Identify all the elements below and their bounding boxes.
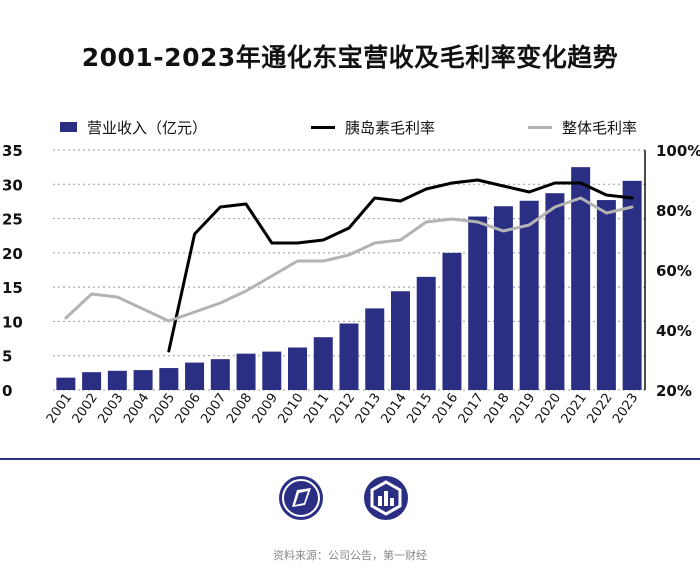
x-tick-label: 2009	[250, 391, 281, 427]
x-tick-label: 2018	[481, 391, 512, 427]
publication-logo-icon	[279, 476, 323, 520]
revenue-bar	[56, 377, 76, 390]
y-left-tick-label: 0	[2, 382, 12, 400]
legend-item-insulin: 胰岛素毛利率	[311, 116, 435, 138]
y-left-tick-label: 25	[2, 211, 23, 229]
x-tick-label: 2012	[327, 391, 358, 427]
x-tick-label: 2010	[276, 391, 307, 427]
legend-label-revenue: 营业收入（亿元）	[87, 118, 208, 137]
revenue-bar	[622, 180, 642, 390]
y-left-tick-label: 15	[2, 279, 23, 297]
revenue-bar	[545, 193, 565, 390]
x-tick-label: 2006	[173, 391, 204, 427]
x-tick-label: 2005	[147, 391, 178, 427]
revenue-bar	[493, 206, 513, 390]
x-tick-label: 2003	[95, 391, 126, 427]
revenue-bar	[468, 216, 488, 390]
revenue-bar	[210, 359, 230, 390]
revenue-bar	[365, 308, 385, 390]
x-tick-label: 2017	[456, 391, 487, 427]
x-tick-label: 2020	[533, 391, 564, 427]
source-note: 资料来源：公司公告，第一财经	[273, 549, 427, 562]
legend-item-overall: 整体毛利率	[528, 116, 637, 138]
chart-plot: 0510152025303520%40%60%80%100%2001200220…	[2, 142, 700, 427]
revenue-bar	[442, 252, 462, 390]
chart-title: 2001-2023年通化东宝营收及毛利率变化趋势	[81, 43, 619, 72]
revenue-bar	[107, 370, 127, 390]
y-right-tick-label: 60%	[656, 262, 692, 280]
x-tick-label: 2011	[301, 391, 332, 427]
revenue-bar	[133, 370, 153, 390]
revenue-bar	[313, 337, 333, 390]
revenue-bar	[236, 353, 256, 390]
x-tick-label: 2023	[610, 391, 641, 427]
revenue-bar	[339, 323, 359, 390]
revenue-bar	[390, 291, 410, 390]
revenue-bar	[519, 200, 539, 390]
x-tick-label: 2014	[378, 391, 409, 427]
revenue-bar	[416, 276, 436, 390]
y-right-tick-label: 100%	[656, 142, 700, 160]
revenue-bar	[262, 351, 282, 390]
insulin-margin-line	[167, 178, 634, 353]
y-left-tick-label: 5	[2, 348, 12, 366]
x-tick-label: 2002	[70, 391, 101, 427]
overall-margin-line	[64, 196, 634, 323]
y-right-tick-label: 20%	[656, 382, 692, 400]
legend-swatch-revenue	[60, 122, 77, 132]
x-tick-label: 2015	[404, 391, 435, 427]
revenue-bar	[82, 372, 102, 390]
y-left-tick-label: 10	[2, 313, 23, 331]
legend: 营业收入（亿元） 胰岛素毛利率 整体毛利率	[0, 116, 700, 138]
revenue-bar	[185, 362, 205, 390]
x-tick-label: 2007	[198, 391, 229, 427]
yicai-logo-icon	[364, 476, 408, 520]
x-tick-label: 2004	[121, 391, 152, 427]
y-left-tick-label: 35	[2, 142, 23, 160]
revenue-bar	[596, 200, 616, 390]
legend-swatch-insulin	[311, 125, 335, 129]
revenue-bar	[159, 368, 179, 390]
y-right-tick-label: 80%	[656, 202, 692, 220]
x-tick-label: 2008	[224, 391, 255, 427]
x-tick-label: 2019	[507, 391, 538, 427]
legend-item-revenue: 营业收入（亿元）	[60, 116, 207, 138]
revenue-bar	[571, 167, 591, 390]
legend-label-overall: 整体毛利率	[562, 118, 638, 137]
revenue-bar	[288, 347, 308, 390]
y-left-tick-label: 30	[2, 176, 23, 194]
x-tick-label: 2013	[353, 391, 384, 427]
x-tick-label: 2016	[430, 391, 461, 427]
y-right-tick-label: 40%	[656, 322, 692, 340]
x-tick-label: 2022	[584, 391, 615, 427]
x-tick-label: 2001	[44, 391, 75, 427]
divider	[0, 458, 700, 460]
y-left-tick-label: 20	[2, 245, 23, 263]
legend-swatch-overall	[528, 125, 552, 129]
x-tick-label: 2021	[559, 391, 590, 427]
legend-label-insulin: 胰岛素毛利率	[345, 118, 436, 137]
